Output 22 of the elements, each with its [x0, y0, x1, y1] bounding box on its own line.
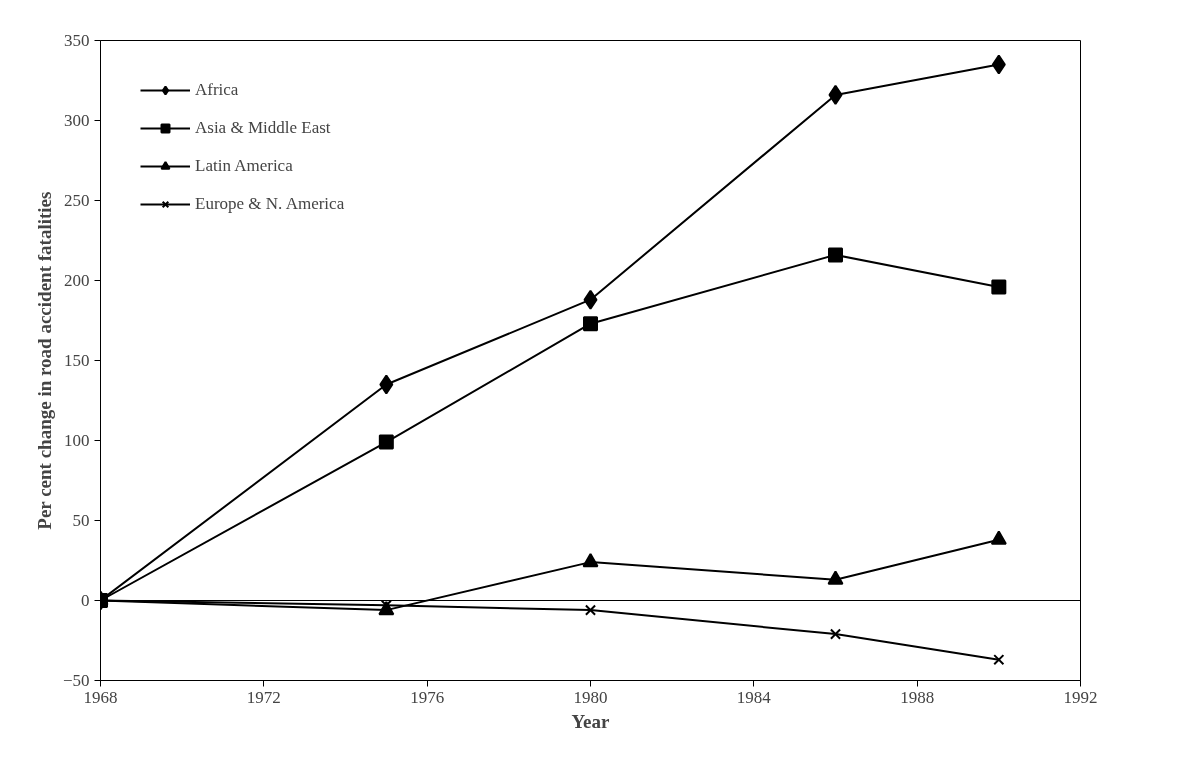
y-tick-label: 250 — [64, 191, 90, 210]
y-tick-label: 50 — [72, 511, 90, 530]
legend-label: Latin America — [195, 156, 293, 176]
x-tick-label: 1988 — [900, 687, 935, 707]
y-tick-label: 0 — [81, 591, 90, 610]
y-tick-label: 100 — [64, 431, 90, 450]
y-tick-label: 150 — [64, 351, 90, 370]
legend-label: Europe & N. America — [195, 194, 345, 214]
y-tick-label: 350 — [64, 31, 90, 50]
x-tick-label: 1968 — [83, 687, 118, 707]
x-tick-label: 1984 — [736, 687, 772, 707]
y-tick-label: 300 — [64, 111, 90, 130]
x-tick-label: 1980 — [573, 687, 608, 707]
x-axis-title: Year — [571, 710, 611, 732]
y-tick-label: 200 — [64, 271, 90, 290]
y-tick-label: −50 — [62, 671, 90, 690]
legend-label: Africa — [195, 80, 239, 100]
legend-label: Asia & Middle East — [195, 118, 331, 138]
y-axis-title: Per cent change in road accident fatalities — [33, 191, 55, 530]
x-tick-label: 1992 — [1063, 687, 1098, 707]
x-tick-label: 1972 — [246, 687, 281, 707]
x-tick-label: 1976 — [410, 687, 445, 707]
